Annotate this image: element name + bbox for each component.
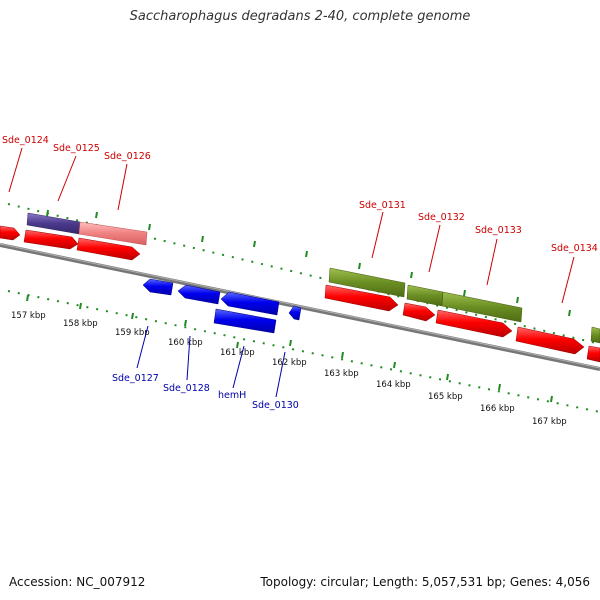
gene-label[interactable]: Sde_0130 bbox=[252, 400, 299, 411]
lower-major-tick bbox=[289, 339, 292, 347]
leader-line bbox=[136, 325, 149, 369]
upper-major-tick bbox=[463, 289, 466, 297]
ruler-label: 163 kbp bbox=[324, 369, 359, 379]
lower-dotted-line bbox=[7, 290, 600, 413]
ruler-label: 159 kbp bbox=[115, 328, 150, 338]
lower-major-tick bbox=[498, 383, 501, 391]
gene-label[interactable]: Sde_0131 bbox=[359, 200, 406, 211]
upper-major-tick bbox=[358, 262, 361, 270]
ruler-label: 165 kbp bbox=[428, 392, 463, 402]
gene-arrow[interactable] bbox=[177, 284, 221, 305]
gene-arrow[interactable] bbox=[0, 225, 21, 241]
ruler-label: 161 kbp bbox=[220, 348, 255, 358]
leader-line bbox=[57, 155, 77, 202]
lower-major-tick bbox=[184, 319, 187, 327]
gene-arrow[interactable] bbox=[435, 309, 513, 338]
gene-label[interactable]: Sde_0132 bbox=[418, 212, 465, 223]
upper-major-tick bbox=[201, 235, 204, 243]
backbone bbox=[0, 243, 600, 371]
gene-label[interactable]: Sde_0125 bbox=[53, 143, 100, 154]
lower-major-tick bbox=[79, 302, 82, 310]
lower-major-tick bbox=[341, 351, 344, 359]
lower-tick-track bbox=[7, 290, 600, 413]
leader-line bbox=[486, 238, 498, 286]
gene-arrow[interactable] bbox=[23, 229, 79, 250]
gene-label[interactable]: Sde_0126 bbox=[104, 151, 151, 162]
backbone-line bbox=[0, 243, 600, 371]
gene-arrow[interactable] bbox=[213, 308, 277, 334]
gene-label[interactable]: hemH bbox=[218, 390, 246, 401]
lower-major-tick bbox=[446, 373, 449, 381]
upper-major-tick bbox=[46, 209, 49, 217]
feature-track-upper bbox=[26, 212, 600, 344]
accession-text: Accession: NC_007912 bbox=[9, 575, 146, 589]
ruler-label: 160 kbp bbox=[168, 338, 203, 348]
gene-arrow[interactable] bbox=[324, 284, 399, 312]
reverse-genes bbox=[142, 278, 302, 334]
gene-label[interactable]: Sde_0127 bbox=[112, 373, 159, 384]
gene-arrow[interactable] bbox=[515, 326, 585, 355]
ruler-label: 166 kbp bbox=[480, 404, 515, 414]
gene-feature[interactable] bbox=[406, 284, 444, 307]
leader-line bbox=[428, 224, 441, 273]
leader-line bbox=[232, 345, 245, 389]
upper-major-tick bbox=[148, 223, 151, 231]
gene-feature[interactable] bbox=[441, 291, 523, 323]
gene-arrow[interactable] bbox=[586, 345, 600, 363]
leader-line bbox=[371, 211, 384, 259]
upper-major-tick bbox=[516, 296, 519, 304]
gene-arrow[interactable] bbox=[402, 302, 436, 322]
summary-text: Topology: circular; Length: 5,057,531 bp… bbox=[260, 575, 590, 589]
upper-major-tick bbox=[253, 240, 256, 248]
leader-line bbox=[275, 351, 286, 398]
gene-feature[interactable] bbox=[78, 221, 148, 246]
gene-label[interactable]: Sde_0134 bbox=[551, 243, 598, 254]
upper-major-tick bbox=[305, 250, 308, 258]
gene-feature[interactable] bbox=[590, 326, 600, 344]
leader-line bbox=[561, 256, 575, 304]
ruler-label: 162 kbp bbox=[272, 358, 307, 368]
upper-major-tick bbox=[95, 211, 98, 219]
gene-arrow[interactable] bbox=[288, 305, 302, 321]
gene-feature[interactable] bbox=[328, 267, 406, 298]
gene-label[interactable]: Sde_0133 bbox=[475, 225, 522, 236]
upper-major-tick bbox=[410, 271, 413, 279]
gene-feature[interactable] bbox=[26, 212, 81, 235]
map-title: Saccharophagus degradans 2-40, complete … bbox=[129, 9, 471, 24]
ruler-labels: 157 kbp 158 kbp 159 kbp 160 kbp 161 kbp … bbox=[11, 311, 567, 427]
lower-major-tick bbox=[393, 361, 396, 369]
gene-arrow[interactable] bbox=[220, 291, 280, 316]
lower-major-tick bbox=[26, 294, 29, 302]
lower-major-tick bbox=[131, 312, 134, 320]
ruler-label: 164 kbp bbox=[376, 380, 411, 390]
upper-leaders bbox=[8, 147, 575, 304]
lower-leaders bbox=[136, 325, 286, 398]
upper-major-tick bbox=[568, 309, 571, 317]
leader-line bbox=[186, 335, 191, 381]
gene-arrow[interactable] bbox=[76, 237, 141, 261]
gene-arrow[interactable] bbox=[142, 278, 174, 296]
lower-labels: Sde_0127 Sde_0128 hemH Sde_0130 bbox=[112, 373, 299, 411]
forward-genes bbox=[0, 225, 600, 363]
lower-major-tick bbox=[550, 395, 553, 403]
leader-line bbox=[8, 147, 23, 193]
ruler-label: 167 kbp bbox=[532, 417, 567, 427]
lower-major-tick bbox=[236, 341, 239, 349]
leader-line bbox=[117, 163, 128, 211]
upper-labels: Sde_0124 Sde_0125 Sde_0126 Sde_0131 Sde_… bbox=[2, 135, 598, 254]
gene-label[interactable]: Sde_0124 bbox=[2, 135, 49, 146]
gene-label[interactable]: Sde_0128 bbox=[163, 383, 210, 394]
ruler-label: 158 kbp bbox=[63, 319, 98, 329]
ruler-label: 157 kbp bbox=[11, 311, 46, 321]
